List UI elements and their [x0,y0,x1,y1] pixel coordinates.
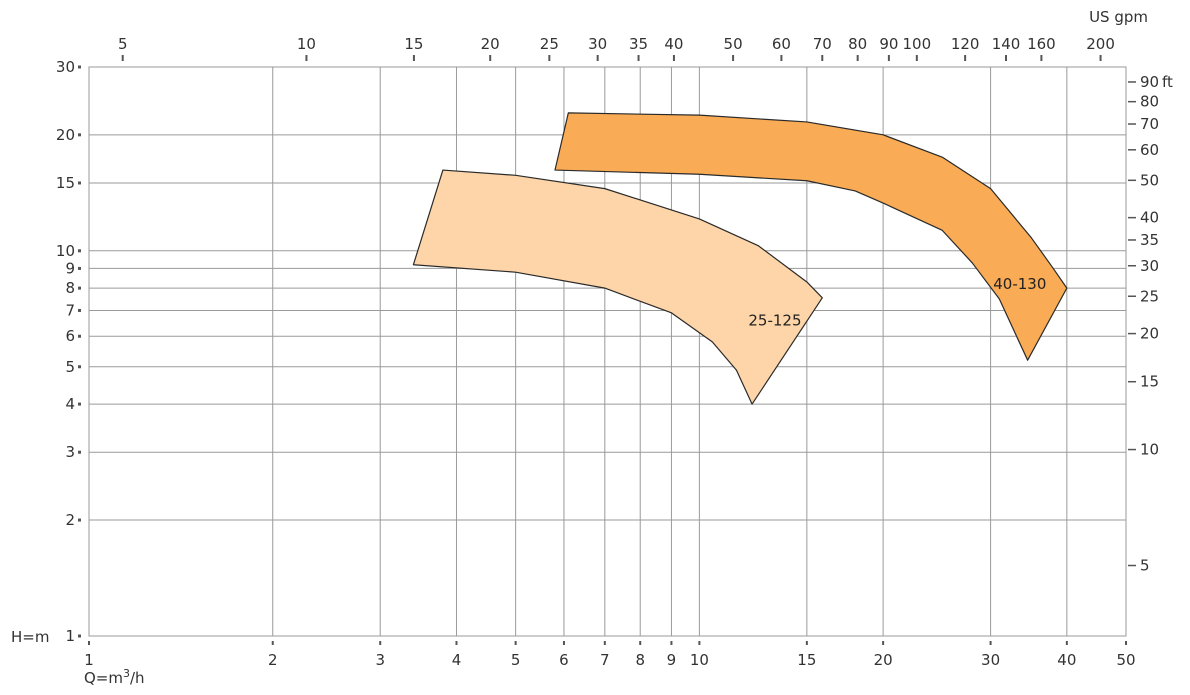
x2-tick-label: 40 [664,35,683,53]
x2-tick-label: 80 [848,35,867,53]
x-axis-title-main: Q=m [84,669,123,687]
x2-tick-label: 90 [879,35,898,53]
y-tick-mark [78,249,81,253]
x2-tick-label: 15 [404,35,423,53]
x2-tick-label: 50 [724,35,743,53]
y-tick-label: 30 [56,58,75,76]
x-tick-label: 1 [84,651,94,669]
region-label-25-125: 25-125 [748,311,801,329]
y2-tick-label: 15 [1140,373,1159,391]
y-tick-label: 7 [65,301,75,319]
x2-tick-label: 100 [903,35,932,53]
x-tick-label: 7 [600,651,610,669]
y-tick-label: 15 [56,174,75,192]
x-tick-label: 2 [268,651,278,669]
y-tick-mark [78,634,81,638]
y-tick-mark [78,286,81,290]
x-axis-title: Q=m3/h [84,667,145,687]
y2-tick-label: 90 [1140,73,1159,91]
x-tick-label: 3 [375,651,385,669]
y-tick-label: 6 [65,327,75,345]
x2-tick-label: 70 [813,35,832,53]
x-tick-label: 5 [511,651,521,669]
frame-layer [88,66,1127,637]
x2-tick-label: 160 [1027,35,1056,53]
x-tick-label: 6 [559,651,569,669]
x-tick-label: 10 [690,651,709,669]
y-tick-mark [78,266,81,270]
y-axis-title: H=m [11,628,49,646]
y-tick-mark [78,181,81,185]
y2-tick-label: 25 [1140,287,1159,305]
y2-tick-label: 60 [1140,141,1159,159]
x2-tick-label: 35 [629,35,648,53]
y2-tick-label: 30 [1140,257,1159,275]
x2-tick-label: 25 [540,35,559,53]
region-40-130 [554,112,1068,361]
y2-tick-label: 5 [1140,557,1150,575]
y-tick-mark [78,65,81,69]
y2-unit-label: ft [1162,73,1173,91]
y2-tick-label: 10 [1140,441,1159,459]
y-tick-label: 5 [65,358,75,376]
x2-tick-label: 120 [951,35,980,53]
y-tick-label: 20 [56,126,75,144]
x-tick-label: 15 [797,651,816,669]
y2-tick-label: 35 [1140,231,1159,249]
label-layer: US gpm H=m Q=m3/h [11,8,1148,687]
y-tick-mark [78,308,81,312]
x2-tick-label: 30 [588,35,607,53]
y-tick-mark [78,334,81,338]
y-tick-label: 2 [65,511,75,529]
y2-tick-label: 20 [1140,325,1159,343]
x2-tick-label: 5 [118,35,128,53]
y-tick-label: 1 [65,627,75,645]
y2-tick-label: 70 [1140,115,1159,133]
region-label-40-130: 40-130 [993,275,1046,293]
region-25-125 [412,169,823,405]
x2-tick-label: 140 [992,35,1021,53]
y-tick-label: 9 [65,259,75,277]
y-tick-label: 10 [56,242,75,260]
x2-tick-label: 10 [297,35,316,53]
x2-axis-title: US gpm [1089,8,1148,26]
region-layer: 25-125 40-130 [412,112,1068,405]
y2-tick-label: 80 [1140,93,1159,111]
y-tick-mark [78,450,81,454]
y-tick-mark [78,365,81,369]
x-axis-title-sup: 3 [123,667,130,680]
x-tick-label: 4 [452,651,462,669]
x-tick-label: 50 [1116,651,1135,669]
x2-tick-label: 200 [1086,35,1115,53]
x-tick-label: 9 [667,651,677,669]
x-tick-label: 20 [874,651,893,669]
y-tick-mark [78,402,81,406]
tick-layer: 1 2 3 4 5 6 7 8 9 10 15 20 30 40 505 10 15 20 25 30 35 40 50 60… [56,35,1173,669]
x-axis-title-tail: /h [130,669,145,687]
y2-tick-label: 40 [1140,209,1159,227]
plot-frame [88,66,1127,637]
y-tick-label: 3 [65,443,75,461]
x2-tick-label: 60 [772,35,791,53]
x-tick-label: 40 [1057,651,1076,669]
y-tick-label: 8 [65,279,75,297]
y-tick-mark [78,518,81,522]
y-tick-mark [78,133,81,137]
x-tick-label: 30 [981,651,1000,669]
y2-tick-label: 50 [1140,171,1159,189]
x-tick-label: 8 [635,651,645,669]
y-tick-label: 4 [65,395,75,413]
x2-tick-label: 20 [481,35,500,53]
